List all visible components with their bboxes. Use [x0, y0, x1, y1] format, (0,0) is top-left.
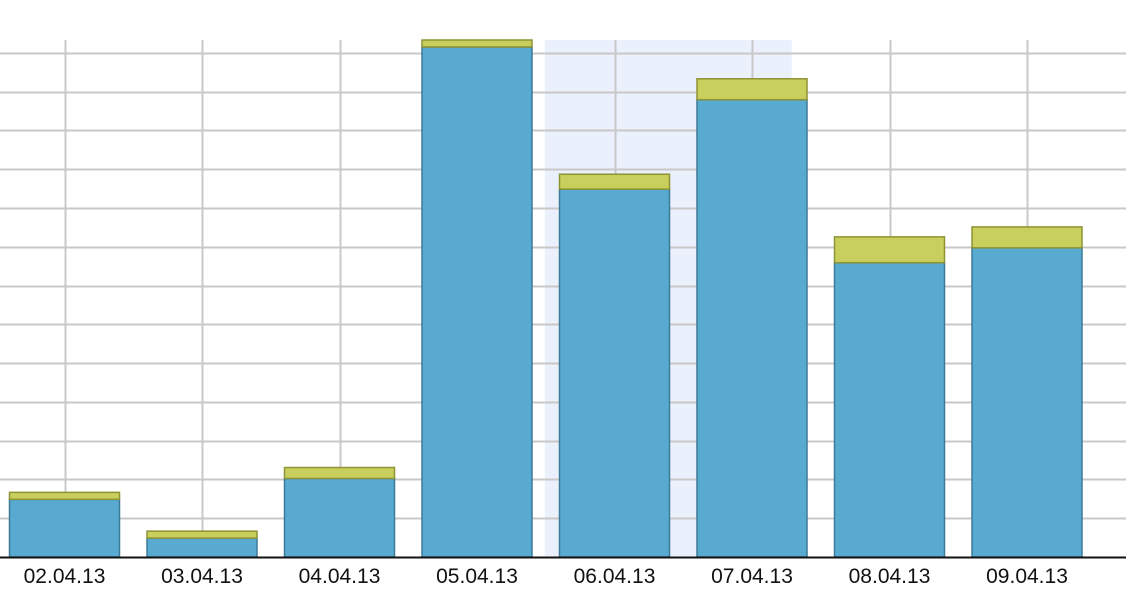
- bar-segment-series-1: [558, 188, 671, 558]
- bar-segment-series-2: [696, 78, 808, 101]
- x-tick-label: 04.04.13: [299, 565, 381, 588]
- bar-segment-series-1: [833, 261, 946, 558]
- bar-segment-series-1: [421, 46, 533, 558]
- bar-segment-series-2: [971, 226, 1083, 249]
- x-tick-label: 02.04.13: [24, 565, 106, 588]
- x-tick-label: 06.04.13: [574, 565, 656, 588]
- bar-segment-series-2: [283, 466, 396, 480]
- bar-segment-series-2: [558, 173, 671, 190]
- x-tick-labels: 02.04.13 03.04.13 04.04.13 05.04.13 06.04.13…: [24, 565, 1068, 588]
- bar-segment-series-2: [421, 39, 533, 48]
- x-tick-label: 05.04.13: [436, 565, 518, 588]
- bar-segment-series-2: [8, 491, 121, 501]
- bar-segment-series-1: [971, 247, 1083, 558]
- bars: [8, 39, 1083, 558]
- bar-segment-series-1: [8, 498, 121, 558]
- x-tick-label: 03.04.13: [161, 565, 243, 588]
- bar-segment-series-1: [146, 537, 258, 558]
- x-tick-label: 09.04.13: [986, 565, 1068, 588]
- bar-segment-series-1: [283, 477, 396, 558]
- bar-segment-series-1: [696, 98, 808, 558]
- x-tick-label: 07.04.13: [711, 565, 793, 588]
- x-tick-label: 08.04.13: [849, 565, 931, 588]
- bar-segment-series-2: [146, 530, 258, 539]
- bar-segment-series-2: [833, 236, 946, 264]
